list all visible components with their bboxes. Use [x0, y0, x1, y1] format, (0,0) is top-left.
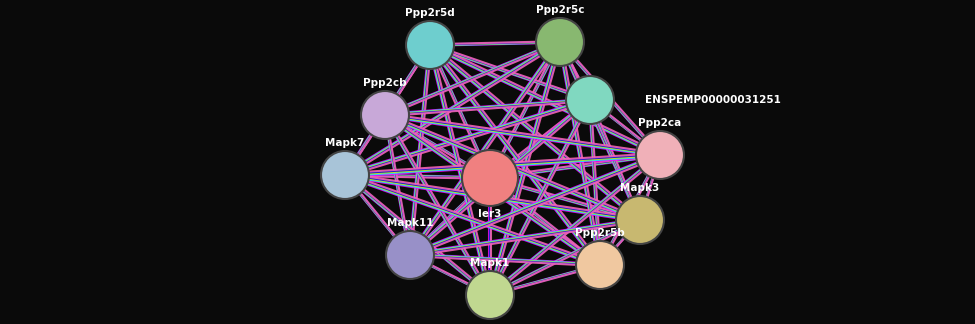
Circle shape — [536, 18, 584, 66]
Text: Mapk3: Mapk3 — [620, 183, 660, 193]
Text: Ppp2r5b: Ppp2r5b — [575, 228, 625, 238]
Text: Ppp2r5c: Ppp2r5c — [535, 5, 584, 15]
Circle shape — [616, 196, 664, 244]
Text: Mapk1: Mapk1 — [470, 258, 510, 268]
Circle shape — [466, 271, 514, 319]
Circle shape — [576, 241, 624, 289]
Text: Ppp2cb: Ppp2cb — [363, 78, 407, 88]
Circle shape — [462, 150, 518, 206]
Text: Ppp2ca: Ppp2ca — [639, 118, 682, 128]
Text: Mapk7: Mapk7 — [326, 138, 365, 148]
Circle shape — [386, 231, 434, 279]
Text: ENSPEMP00000031251: ENSPEMP00000031251 — [645, 95, 781, 105]
Text: Ppp2r5d: Ppp2r5d — [406, 8, 455, 18]
Text: Mapk11: Mapk11 — [387, 218, 433, 228]
Circle shape — [321, 151, 369, 199]
Text: Ier3: Ier3 — [479, 209, 502, 219]
Circle shape — [636, 131, 684, 179]
Circle shape — [361, 91, 409, 139]
Circle shape — [406, 21, 454, 69]
Circle shape — [566, 76, 614, 124]
